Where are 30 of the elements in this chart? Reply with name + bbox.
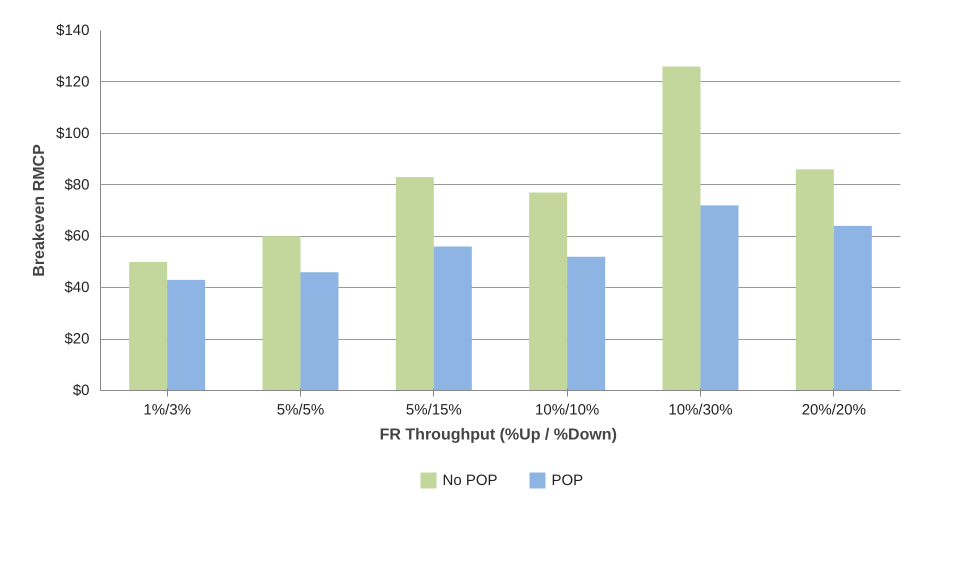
y-tick-label: $100 bbox=[56, 124, 90, 142]
y-tick-label: $40 bbox=[64, 279, 90, 296]
y-tick-label: $80 bbox=[64, 176, 90, 194]
bar bbox=[434, 246, 472, 390]
bar bbox=[567, 256, 606, 390]
y-axis-title: Breakeven RMCP bbox=[31, 144, 48, 277]
legend-label: No POP bbox=[442, 472, 498, 489]
y-tick-label: $0 bbox=[72, 382, 90, 399]
bar bbox=[700, 205, 738, 390]
bar bbox=[529, 192, 568, 390]
bar bbox=[834, 226, 872, 390]
legend-label: POP bbox=[552, 472, 584, 489]
y-tick-label: $20 bbox=[64, 330, 90, 348]
y-tick-label: $60 bbox=[64, 228, 90, 245]
y-tick-label: $140 bbox=[56, 22, 90, 39]
x-tick-label: 20%/20% bbox=[802, 402, 866, 418]
x-tick-label: 5%/15% bbox=[406, 402, 462, 418]
bar bbox=[796, 169, 834, 390]
bar bbox=[262, 236, 300, 390]
x-tick-label: 10%/10% bbox=[535, 402, 600, 418]
bar bbox=[300, 272, 338, 390]
bar bbox=[129, 262, 168, 390]
bar bbox=[167, 280, 206, 390]
x-tick-label: 5%/5% bbox=[276, 402, 324, 418]
x-tick-label: 10%/30% bbox=[668, 402, 733, 418]
bar bbox=[396, 177, 434, 390]
bar bbox=[662, 66, 700, 390]
y-tick-label: $120 bbox=[56, 73, 90, 90]
x-tick-label: 1%/3% bbox=[143, 402, 191, 418]
x-axis-title: FR Throughput (%Up / %Down) bbox=[380, 426, 617, 444]
